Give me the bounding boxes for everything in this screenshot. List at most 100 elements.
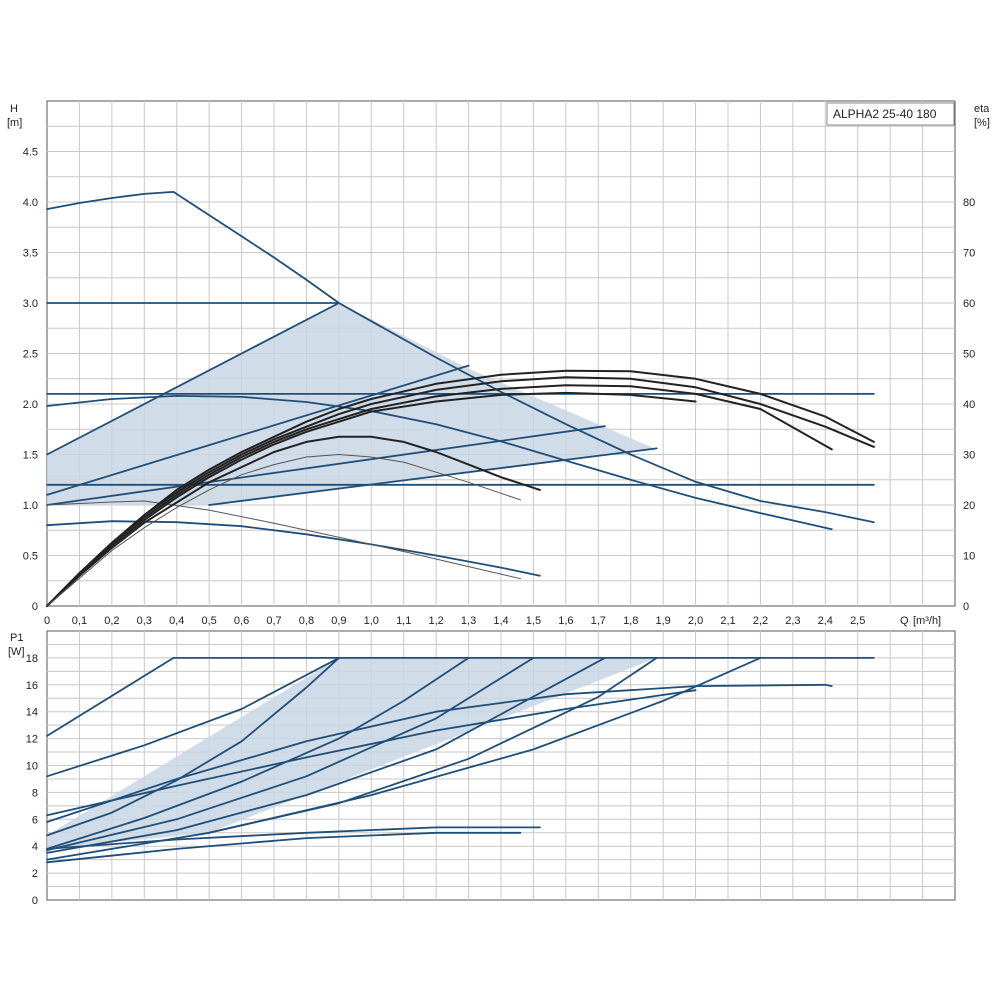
- power-tick-label: 6: [32, 814, 38, 826]
- power-curve: [46, 689, 697, 817]
- power-curve: [46, 831, 522, 864]
- eta-tick-label: 10: [963, 551, 975, 563]
- head-panel: 0 0.5 1.0 1.5 2.0 2.5 3.0 3.5 4.0 4.5 0 10 20 30 40 50…: [7, 100, 990, 627]
- flow-tick-label: 0,4: [169, 615, 184, 627]
- head-tick-label: 4.0: [23, 197, 38, 209]
- flow-tick-label: 1,6: [558, 615, 573, 627]
- power-tick-label: 10: [26, 761, 38, 773]
- flow-tick-label: 0: [44, 615, 50, 627]
- flow-tick-label: 0,5: [201, 615, 216, 627]
- power-curve: [46, 683, 833, 823]
- eta-axis-label: eta: [974, 103, 990, 115]
- head-tick-label: 2.0: [23, 399, 38, 411]
- flow-tick-label: 0,9: [331, 615, 346, 627]
- head-curve: [46, 302, 340, 456]
- head-tick-label: 1.0: [23, 500, 38, 512]
- eta-tick-label: 80: [963, 197, 975, 209]
- head-curve: [46, 364, 470, 496]
- head-axis-label: H: [10, 103, 18, 115]
- head-grid: [47, 101, 955, 606]
- efficiency-curve: [46, 391, 697, 607]
- head-axis-unit: [m]: [7, 117, 22, 129]
- pump-model-box: ALPHA2 25-40 180: [826, 102, 955, 126]
- flow-axis-label: Q: [900, 615, 909, 627]
- flow-tick-label: 2,1: [720, 615, 735, 627]
- flow-axis-unit: [m³/h]: [913, 615, 941, 627]
- efficiency-curve: [46, 384, 833, 607]
- flow-tick-label: 2,2: [753, 615, 768, 627]
- eta-y-tick-labels: 0 10 20 30 40 50 60 70 80: [963, 197, 975, 613]
- head-tick-label: 0.5: [23, 551, 38, 563]
- flow-tick-label: 0,6: [234, 615, 249, 627]
- flow-tick-label: 0,7: [266, 615, 281, 627]
- power-axis-label: P1: [10, 632, 23, 644]
- flow-tick-label: 1,7: [591, 615, 606, 627]
- power-shaded-region: [47, 657, 657, 849]
- flow-tick-label: 1,2: [428, 615, 443, 627]
- eta-tick-label: 40: [963, 399, 975, 411]
- head-curve: [208, 447, 658, 506]
- eta-tick-label: 0: [963, 601, 969, 613]
- flow-tick-label: 1,0: [364, 615, 379, 627]
- head-tick-label: 1.5: [23, 450, 38, 462]
- pump-model-title: ALPHA2 25-40 180: [833, 107, 937, 121]
- head-curve: [46, 425, 606, 506]
- power-curve: [46, 657, 606, 854]
- efficiency-curve: [46, 376, 875, 607]
- power-tick-label: 4: [32, 841, 38, 853]
- power-curve: [46, 657, 535, 852]
- head-curves: [46, 190, 875, 607]
- power-y-tick-labels: 0 2 4 6 8 10 12 14 16 18: [26, 653, 38, 907]
- head-tick-label: 4.5: [23, 147, 38, 159]
- flow-tick-label: 1,4: [493, 615, 508, 627]
- power-curve: [46, 826, 541, 850]
- eta-tick-label: 20: [963, 500, 975, 512]
- head-tick-label: 3.0: [23, 298, 38, 310]
- flow-tick-label: 1,1: [396, 615, 411, 627]
- power-curve: [46, 657, 762, 861]
- flow-x-tick-labels: 0 0,1 0,2 0,3 0,4 0,5 0,6 0,7 0,8 0,9 1,0 1,1 1,2 1,3…: [44, 615, 865, 627]
- flow-tick-label: 0,3: [137, 615, 152, 627]
- power-curve: [46, 657, 340, 778]
- flow-tick-label: 0,2: [104, 615, 119, 627]
- efficiency-curve: [46, 435, 541, 607]
- eta-tick-label: 30: [963, 450, 975, 462]
- flow-tick-label: 1,9: [655, 615, 670, 627]
- eta-tick-label: 70: [963, 248, 975, 260]
- power-tick-label: 18: [26, 653, 38, 665]
- head-tick-label: 0: [32, 601, 38, 613]
- power-curves: [46, 657, 875, 864]
- power-tick-label: 14: [26, 707, 38, 719]
- flow-tick-label: 2,5: [850, 615, 865, 627]
- efficiency-curve: [46, 454, 521, 607]
- flow-tick-label: 1,5: [526, 615, 541, 627]
- power-operating-area: [47, 657, 657, 849]
- flow-tick-label: 1,8: [623, 615, 638, 627]
- power-tick-label: 0: [32, 895, 38, 907]
- eta-tick-label: 50: [963, 349, 975, 361]
- flow-tick-label: 0,8: [299, 615, 314, 627]
- eta-tick-label: 60: [963, 298, 975, 310]
- flow-tick-label: 2,4: [818, 615, 833, 627]
- flow-tick-label: 2,0: [688, 615, 703, 627]
- head-curve: [46, 500, 521, 580]
- head-tick-label: 3.5: [23, 248, 38, 260]
- power-tick-label: 2: [32, 868, 38, 880]
- head-tick-label: 2.5: [23, 349, 38, 361]
- head-curve: [46, 394, 833, 531]
- flow-tick-label: 0,1: [72, 615, 87, 627]
- eta-axis-unit: [%]: [974, 117, 990, 129]
- power-curve: [46, 657, 340, 837]
- power-curve: [46, 657, 875, 737]
- power-axis-unit: [W]: [8, 646, 25, 658]
- power-tick-label: 8: [32, 787, 38, 799]
- flow-tick-label: 2,3: [785, 615, 800, 627]
- head-y-tick-labels: 0 0.5 1.0 1.5 2.0 2.5 3.0 3.5 4.0 4.5: [23, 147, 38, 614]
- power-tick-label: 16: [26, 680, 38, 692]
- flow-tick-label: 1,3: [461, 615, 476, 627]
- power-tick-label: 12: [26, 734, 38, 746]
- power-panel: 0 2 4 6 8 10 12 14 16 18 P1 [W]: [8, 630, 956, 907]
- head-curve: [46, 520, 541, 577]
